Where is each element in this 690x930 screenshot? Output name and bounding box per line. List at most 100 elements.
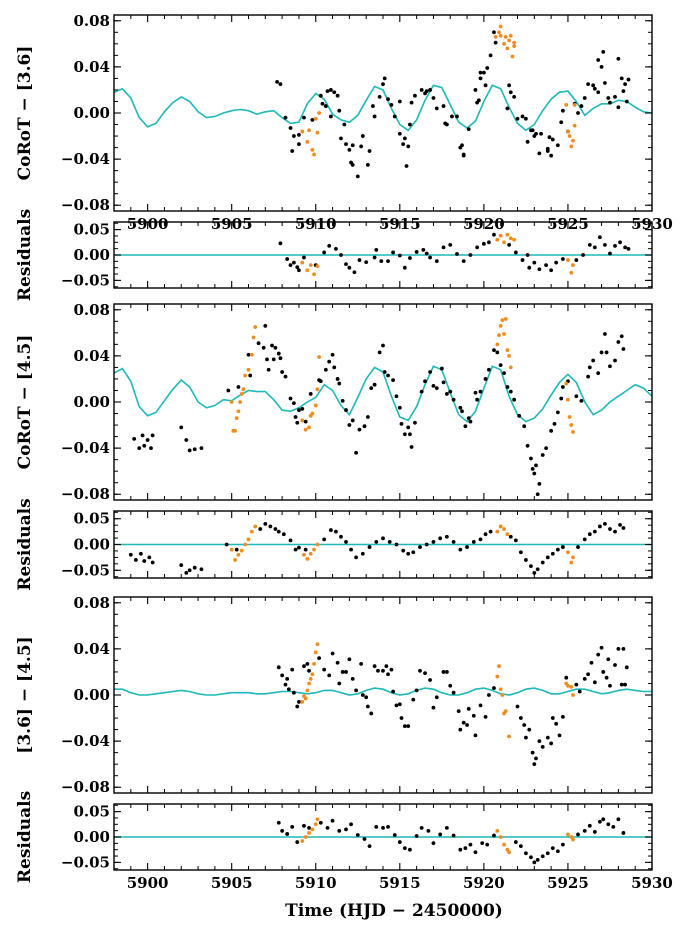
data-point-orange [571,430,575,434]
data-point-orange [253,325,258,329]
data-point-black [381,668,385,673]
data-point-black [372,382,377,387]
data-point-black [402,136,407,141]
data-point-black [444,392,449,396]
data-point-black [278,82,283,87]
data-point-black [535,857,540,862]
data-point-black [224,542,229,547]
data-point-black [550,551,555,556]
data-point-orange [569,423,574,427]
data-point-orange [508,365,513,370]
data-point-black [428,370,432,374]
data-point-orange [308,676,313,681]
data-point-black [413,93,417,98]
data-point-black [601,670,606,674]
data-point-black [365,704,370,709]
data-point-black [460,409,464,414]
data-point-black [597,235,602,240]
data-point-black [334,529,338,534]
data-point-black [515,704,520,709]
data-point-black [606,96,611,100]
data-point-black [478,389,483,394]
data-point-black [408,847,412,852]
data-point-black [550,716,555,720]
data-point-black [276,351,281,356]
data-point-black [339,534,343,539]
data-point-black [438,832,443,837]
data-point-black [508,534,513,539]
data-point-orange [315,817,320,822]
data-point-black [540,854,545,859]
data-point-orange [498,33,503,38]
data-point-black [483,715,488,719]
data-point-black [480,841,485,845]
data-point-black [576,832,580,837]
data-point-black [360,134,365,138]
data-point-black [266,367,271,372]
data-point-black [604,350,609,355]
data-point-black [448,683,453,688]
data-point-black [404,164,409,168]
data-point-black [540,453,545,457]
x-axis-label: Time (HJD − 2450000) [285,901,503,921]
data-point-black [434,259,439,263]
data-point-black [574,394,579,399]
data-point-orange [567,415,572,419]
y-tick-label: −0.04 [61,439,110,457]
data-point-orange [493,35,498,39]
data-point-black [431,540,436,544]
data-point-orange [246,367,251,372]
data-point-orange [303,427,308,432]
data-point-black [545,555,550,560]
data-point-black [142,443,147,448]
data-point-black [411,697,416,702]
data-point-black [455,114,459,119]
data-point-black [394,542,399,547]
data-point-black [339,253,343,257]
y-tick-label: 0.00 [73,828,110,846]
data-point-black [525,253,530,257]
data-point-black [365,162,370,167]
data-point-black [139,551,143,556]
data-point-black [401,142,406,147]
data-point-black [386,373,390,378]
data-point-black [270,343,274,348]
data-point-black [290,667,295,672]
data-point-black [402,724,407,729]
data-point-black [334,247,338,251]
y-tick-label: −0.04 [61,150,110,168]
data-point-black [381,82,385,87]
data-point-black [540,744,545,749]
data-point-black [409,445,414,449]
data-point-black [603,242,607,247]
data-point-orange [569,685,574,689]
data-point-black [537,739,542,744]
data-point-black [406,144,411,149]
data-point-black [302,664,306,669]
data-point-black [372,664,377,669]
data-point-black [258,527,263,531]
data-point-black [534,131,538,136]
data-point-black [537,151,542,156]
data-point-black [586,672,591,677]
y-axis-label: Residuals [15,791,35,883]
data-point-orange [503,317,508,321]
data-point-black [367,545,372,549]
data-point-orange [505,348,510,353]
data-point-orange [243,542,248,547]
data-point-black [458,547,463,552]
data-point-black [397,131,402,136]
data-point-black [288,396,293,401]
data-point-orange [498,324,503,328]
y-tick-label: 0.04 [73,640,110,658]
data-point-black [488,53,493,58]
data-point-orange [310,411,315,416]
data-point-black [386,97,390,102]
y-tick-label: 0.04 [73,58,110,76]
data-point-black [133,558,138,562]
y-tick-label: −0.08 [61,485,110,503]
data-point-black [535,492,540,497]
data-point-black [300,407,305,411]
data-point-black [619,76,624,81]
data-point-black [444,825,449,830]
